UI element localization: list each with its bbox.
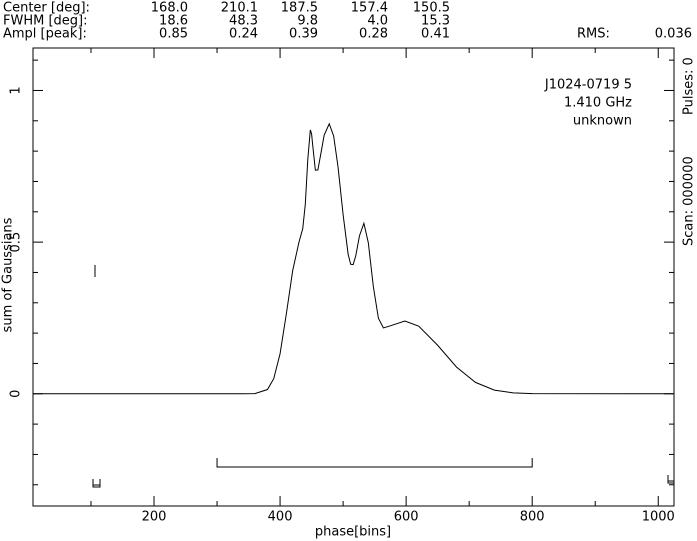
rms-label: RMS:: [577, 27, 610, 42]
header-value: 187.5: [281, 1, 318, 16]
annotation: J1024-0719 5: [544, 78, 632, 93]
plot-frame: [32, 47, 675, 507]
side-text: Scan: 000000: [682, 156, 697, 246]
y-tick-label: 1: [9, 86, 24, 94]
header-value: 9.8: [297, 14, 318, 29]
header-value: 0.28: [359, 27, 388, 42]
x-tick-label: 600: [394, 510, 419, 525]
header-value: 157.4: [351, 1, 388, 16]
baseline-marker: [667, 475, 674, 484]
side-text: Pulses: 0: [682, 57, 697, 115]
onpulse-bracket: [216, 458, 533, 468]
header-label: Ampl [peak]:: [3, 27, 87, 42]
annotation: unknown: [573, 114, 632, 129]
x-tick-label: 1000: [642, 510, 675, 525]
y-tick-label: 0.5: [9, 232, 24, 253]
header-value: 0.85: [159, 27, 188, 42]
header-value: 4.0: [367, 14, 388, 29]
x-tick-label: 200: [142, 510, 167, 525]
header-label: Center [deg]:: [3, 1, 90, 16]
header-value: 0.39: [289, 27, 318, 42]
x-axis-label: phase[bins]: [315, 525, 391, 540]
header-value: 48.3: [229, 14, 258, 29]
header-value: 0.24: [229, 27, 258, 42]
y-axis-label: sum of Gaussians: [1, 217, 16, 332]
y-tick-label: 0: [9, 390, 24, 398]
profile-line: [33, 122, 674, 395]
x-tick-label: 400: [268, 510, 293, 525]
header-value: 0.41: [421, 27, 450, 42]
rms-value: 0.036: [655, 27, 692, 42]
baseline-marker: [92, 479, 101, 488]
header-value: 150.5: [413, 1, 450, 16]
annotation: 1.410 GHz: [564, 96, 632, 111]
x-tick-label: 800: [520, 510, 545, 525]
header-value: 168.0: [151, 1, 188, 16]
header-value: 210.1: [221, 1, 258, 16]
header-value: 18.6: [159, 14, 188, 29]
header-value: 15.3: [421, 14, 450, 29]
header-label: FWHM [deg]:: [3, 14, 87, 29]
